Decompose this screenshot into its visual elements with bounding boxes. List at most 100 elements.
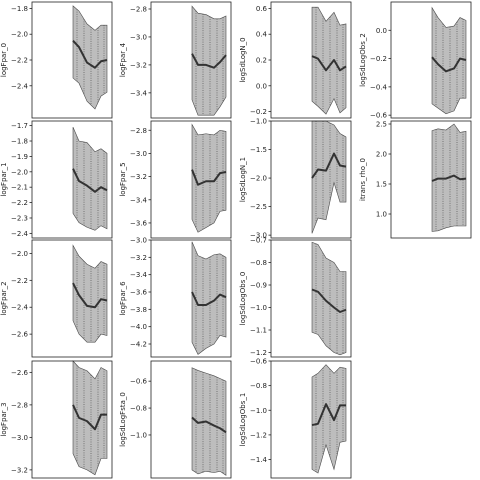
y-tick-label: −2.8	[130, 5, 147, 13]
subplot-4: −3.2 −3.0 −2.8 −2.6 logFpar_3	[0, 360, 113, 479]
y-tick-label: −4.0	[130, 323, 147, 331]
median-line	[191, 291, 227, 306]
median-line	[311, 288, 347, 313]
y-tick-label: −2.2	[11, 57, 28, 65]
credible-band	[311, 6, 347, 115]
y-tick-label: −1.8	[11, 138, 28, 146]
y-tick-label: −3.0	[11, 434, 28, 442]
y-tick-label: −2.2	[11, 199, 28, 207]
plot-frame	[270, 360, 352, 479]
y-axis-label: logSdLogObs_0	[239, 272, 247, 326]
y-tick-label: −0.7	[250, 237, 267, 245]
y-tick-label: −0.9	[250, 282, 267, 290]
credible-band	[311, 241, 347, 356]
y-tick-label: −2.4	[11, 230, 29, 238]
y-tick-label: −2.5	[250, 203, 267, 211]
y-axis-label: logFpar_1	[0, 162, 8, 196]
y-tick-label: 1.5	[376, 181, 387, 189]
y-tick-label: 0.2	[256, 57, 267, 65]
y-tick-label: −4.2	[130, 341, 147, 349]
median-line	[431, 174, 467, 182]
y-tick-label: −1.0	[250, 118, 267, 126]
y-tick-label: −3.2	[130, 61, 147, 69]
y-tick-label: 0.6	[256, 5, 268, 13]
y-axis-label: logFpar_6	[119, 281, 127, 316]
median-line	[72, 282, 108, 309]
plot-frame	[390, 1, 472, 119]
y-tick-label: −1.1	[250, 327, 267, 335]
plot-frame	[150, 360, 232, 479]
y-tick-label: −3.4	[130, 271, 148, 279]
credible-band	[191, 241, 227, 355]
y-tick-label: −0.8	[250, 382, 267, 390]
y-tick-label: −2.4	[11, 82, 29, 90]
y-axis-label: itrans_rho_0	[359, 158, 367, 201]
y-tick-label: −0.6	[370, 112, 388, 120]
subplot-3: −2.6 −2.4 −2.2 −2.0 logFpar_2	[0, 239, 113, 358]
credible-band	[72, 127, 108, 231]
y-tick-label: −1.7	[11, 122, 28, 130]
y-axis-label: logFpar_4	[119, 42, 127, 77]
plot-frame	[150, 120, 232, 239]
plot-frame	[270, 239, 352, 358]
y-tick-label: −3.0	[130, 237, 147, 245]
y-tick-label: −2.3	[11, 214, 28, 222]
y-axis-label: logSdLogFsta_0	[119, 392, 127, 447]
y-tick-label: −3.0	[130, 33, 147, 41]
median-line	[191, 169, 227, 186]
y-tick-label: −0.2	[250, 108, 267, 116]
y-tick-label: −1.0	[130, 431, 147, 439]
plot-frame	[150, 239, 232, 358]
y-tick-label: −3.8	[130, 306, 147, 314]
median-line	[191, 416, 227, 434]
y-tick-label: −1.2	[250, 349, 267, 357]
median-line	[72, 168, 108, 193]
y-axis-label: logFpar_3	[0, 402, 8, 436]
median-line	[191, 53, 227, 69]
plot-frame	[150, 1, 232, 119]
median-line	[311, 152, 347, 179]
y-axis-label: logSdLogN_1	[239, 157, 247, 202]
y-tick-label: −2.0	[11, 168, 28, 176]
credible-band	[311, 120, 347, 234]
median-line	[311, 403, 346, 427]
y-tick-label: −0.8	[130, 405, 147, 413]
credible-band	[191, 123, 227, 233]
y-axis-label: logSdLogObs_2	[359, 33, 367, 87]
y-tick-label: −1.4	[250, 456, 268, 464]
y-tick-label: 0.0	[256, 82, 267, 90]
y-tick-label: −1.5	[250, 146, 267, 154]
y-tick-label: −0.4	[370, 83, 388, 91]
plot-frame	[270, 120, 352, 239]
y-tick-label: −3.2	[130, 173, 147, 181]
y-axis-label: logSdLogObs_1	[239, 393, 247, 447]
y-tick-label: 1.0	[376, 211, 387, 219]
credible-band	[72, 244, 108, 343]
y-tick-label: −1.0	[250, 407, 267, 415]
plot-frame	[31, 120, 113, 239]
y-tick-label: 2.0	[376, 151, 387, 159]
credible-band	[191, 367, 227, 476]
plot-frame	[390, 120, 472, 239]
median-line	[72, 39, 108, 69]
credible-band	[431, 6, 467, 115]
y-tick-label: −2.0	[11, 31, 28, 39]
credible-band	[72, 5, 108, 110]
subplot-12: −1.4 −1.2 −1.0 −0.8 −0.6 logSdLogObs_1	[239, 358, 352, 479]
y-tick-label: −3.2	[11, 466, 28, 474]
y-axis-label: logFpar_5	[119, 162, 127, 196]
y-tick-label: −3.0	[130, 150, 147, 158]
y-tick-label: −3.4	[130, 196, 148, 204]
y-tick-label: −3.2	[130, 254, 147, 262]
median-line	[72, 404, 107, 431]
subplot-10: −3.0 −2.5 −2.0 −1.5 −1.0 logSdLogN_1	[239, 118, 352, 240]
y-tick-label: −2.2	[11, 277, 28, 285]
y-tick-label: −2.4	[11, 304, 29, 312]
y-tick-label: −3.0	[250, 232, 267, 240]
y-tick-label: −2.8	[130, 127, 147, 135]
credible-band	[191, 5, 227, 116]
y-tick-label: −2.6	[11, 331, 29, 339]
subplot-9: −0.2 0.0 0.2 0.4 0.6 logSdLogN_0	[239, 1, 352, 119]
